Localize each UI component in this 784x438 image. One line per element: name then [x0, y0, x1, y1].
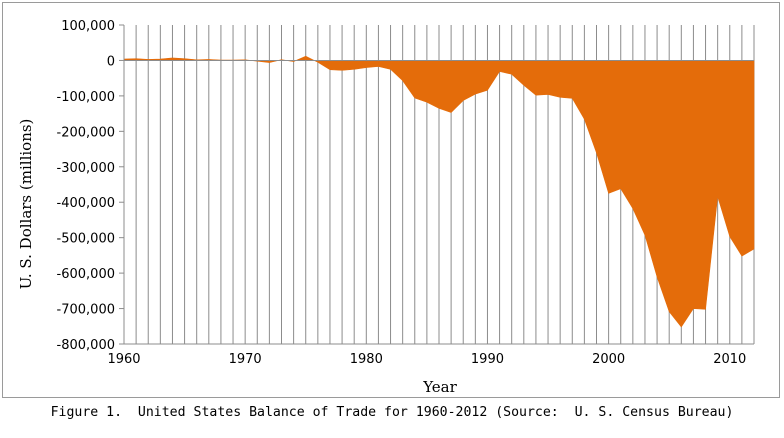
y-tick-label: -200,000	[57, 125, 115, 140]
y-tick-label: 0	[107, 54, 115, 69]
y-tick-label: -700,000	[57, 303, 115, 318]
y-tick-label: -800,000	[57, 338, 115, 353]
x-tick-label: 2000	[592, 352, 625, 367]
y-axis-title: U. S. Dollars (millions)	[17, 119, 35, 290]
balance-of-trade-chart: 100,000 0 -100,000 -200,000 -300,000 -400,000…	[17, 19, 755, 396]
y-tick-label: -600,000	[57, 267, 115, 282]
y-tick-label: -300,000	[57, 161, 115, 176]
y-tick-label: -500,000	[57, 232, 115, 247]
chart-frame: 100,000 0 -100,000 -200,000 -300,000 -400,000…	[2, 2, 780, 398]
y-tick-label: -100,000	[57, 90, 115, 105]
figure-caption: Figure 1. United States Balance of Trade…	[50, 405, 734, 420]
x-tick-label: 2010	[713, 352, 746, 367]
y-tick-label: -400,000	[57, 196, 115, 211]
y-tick-label: 100,000	[61, 19, 115, 34]
x-tick-label: 1990	[471, 352, 504, 367]
x-axis-title: Year	[422, 378, 457, 396]
y-tick-labels: 100,000 0 -100,000 -200,000 -300,000 -400,000…	[57, 19, 124, 353]
x-tick-label: 1980	[350, 352, 383, 367]
x-tick-label: 1960	[107, 352, 140, 367]
x-tick-label: 1970	[229, 352, 262, 367]
axes	[123, 25, 754, 345]
x-tick-labels: 1960 1970 1980 1990 2000 2010	[107, 352, 746, 367]
